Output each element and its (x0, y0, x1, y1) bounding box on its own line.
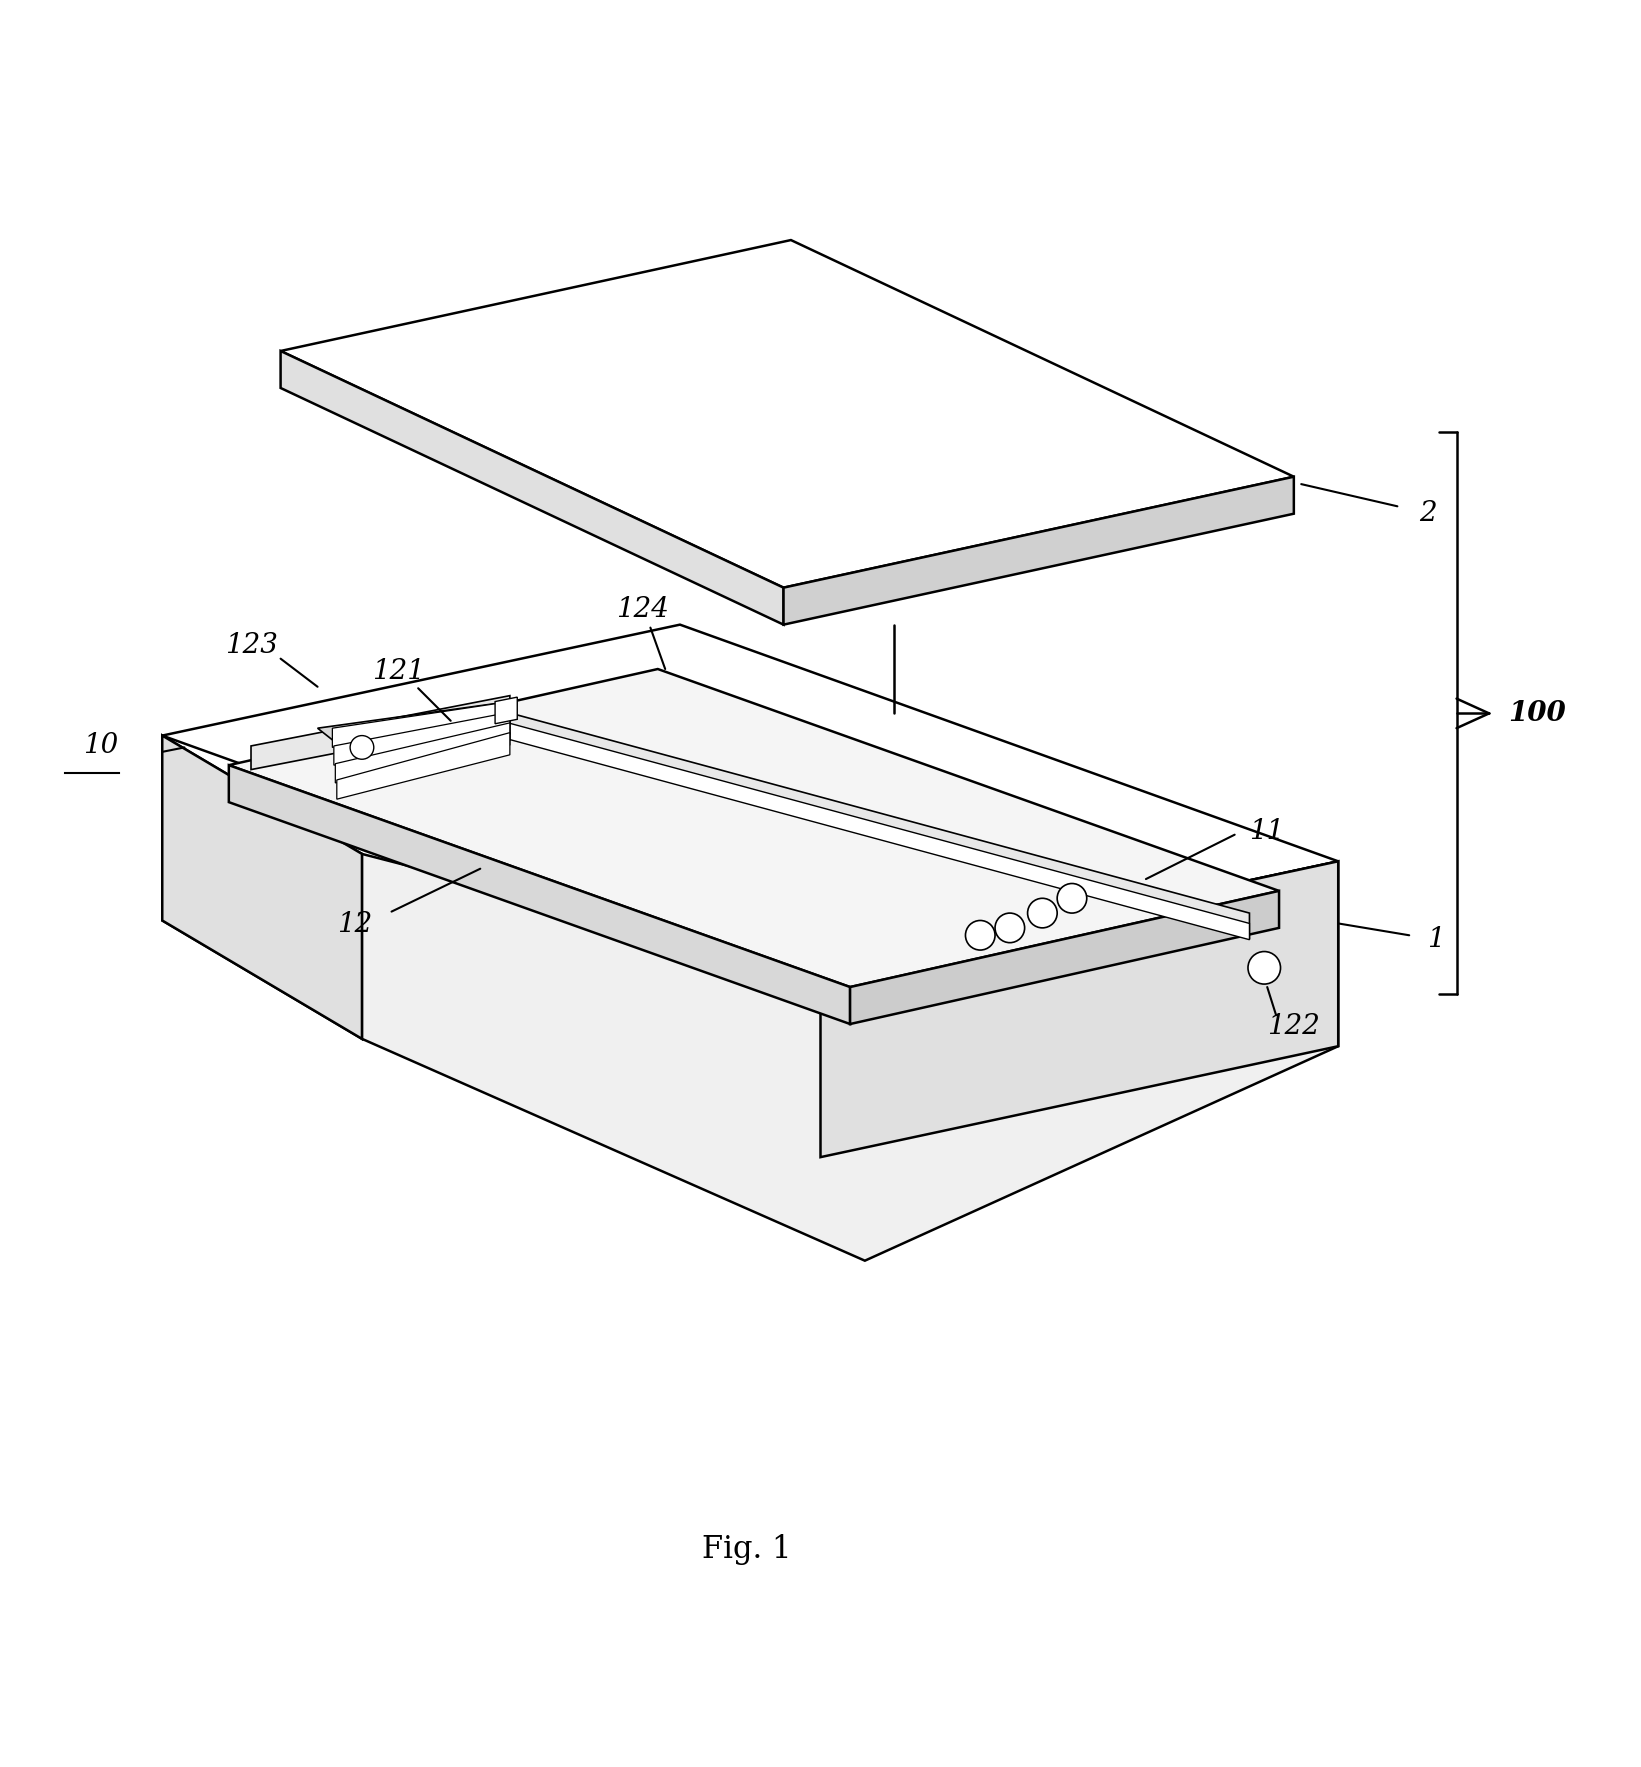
Polygon shape (335, 723, 510, 783)
Text: 124: 124 (617, 595, 670, 624)
Circle shape (1027, 898, 1057, 928)
Polygon shape (162, 626, 1337, 972)
Polygon shape (336, 733, 510, 799)
Polygon shape (318, 701, 510, 772)
Polygon shape (228, 765, 850, 1025)
Polygon shape (783, 477, 1293, 626)
Polygon shape (281, 240, 1293, 588)
Polygon shape (850, 891, 1278, 1025)
Polygon shape (333, 712, 510, 765)
Circle shape (994, 914, 1024, 942)
Text: Fig. 1: Fig. 1 (702, 1534, 791, 1564)
Polygon shape (496, 719, 1249, 940)
Text: 123: 123 (225, 633, 277, 659)
Polygon shape (281, 352, 783, 626)
Polygon shape (496, 698, 517, 724)
Polygon shape (251, 696, 510, 770)
Text: 1: 1 (1428, 926, 1444, 952)
Polygon shape (496, 709, 1249, 938)
Text: 100: 100 (1508, 700, 1566, 726)
Polygon shape (363, 853, 1337, 1260)
Circle shape (965, 921, 994, 951)
Text: 10: 10 (82, 733, 118, 760)
Text: 121: 121 (373, 659, 425, 686)
Polygon shape (820, 861, 1337, 1157)
Circle shape (1057, 884, 1086, 914)
Text: 122: 122 (1267, 1014, 1321, 1041)
Circle shape (1249, 952, 1280, 984)
Polygon shape (228, 670, 1278, 988)
Text: 12: 12 (336, 912, 373, 938)
Circle shape (350, 735, 374, 760)
Polygon shape (162, 735, 363, 1039)
Text: 2: 2 (1419, 500, 1438, 527)
Polygon shape (333, 701, 510, 747)
Polygon shape (162, 735, 363, 1039)
Text: 11: 11 (1249, 818, 1285, 845)
